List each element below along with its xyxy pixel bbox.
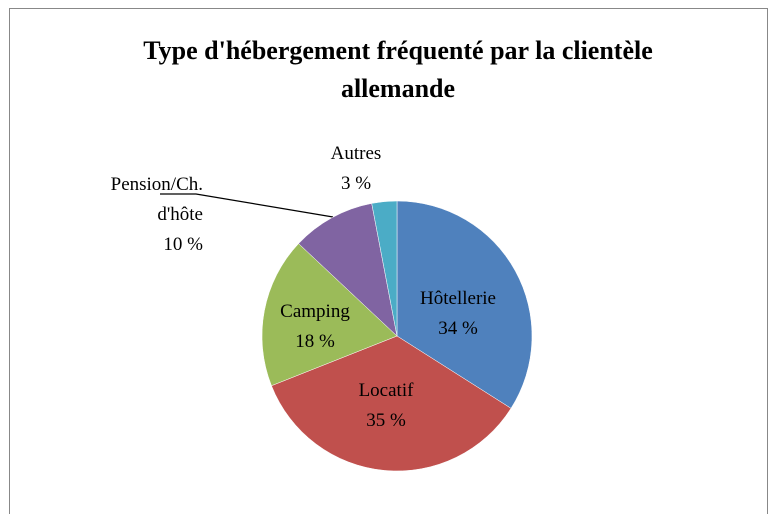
value-label: 3 % xyxy=(340,173,372,194)
value-label: 35 % xyxy=(366,410,406,431)
slice-label: Camping 18 % xyxy=(245,297,385,357)
pie-slice xyxy=(261,243,398,387)
value-label: 34 % xyxy=(438,318,478,339)
slice-label: Locatif 35 % xyxy=(316,376,456,436)
pie-slice xyxy=(371,200,398,337)
value-label: 18 % xyxy=(295,331,335,352)
pie-slice xyxy=(271,335,512,472)
category-label: Hôtellerie xyxy=(420,288,496,309)
pie-slice xyxy=(298,203,398,337)
pie-slice xyxy=(396,200,533,409)
slice-label: Autres 3 % xyxy=(296,139,416,199)
slice-label: Hôtellerie 34 % xyxy=(388,284,528,344)
category-label: Pension/Ch. d'hôte xyxy=(110,174,203,225)
slice-label: Pension/Ch. d'hôte 10 % xyxy=(85,170,203,260)
chart-title: Type d'hébergement fréquenté par la clie… xyxy=(143,36,653,103)
category-label: Locatif xyxy=(358,380,414,401)
category-label: Camping xyxy=(280,301,350,322)
leader-line xyxy=(160,193,334,218)
category-label: Autres xyxy=(330,143,382,164)
value-label: 10 % xyxy=(163,234,203,255)
